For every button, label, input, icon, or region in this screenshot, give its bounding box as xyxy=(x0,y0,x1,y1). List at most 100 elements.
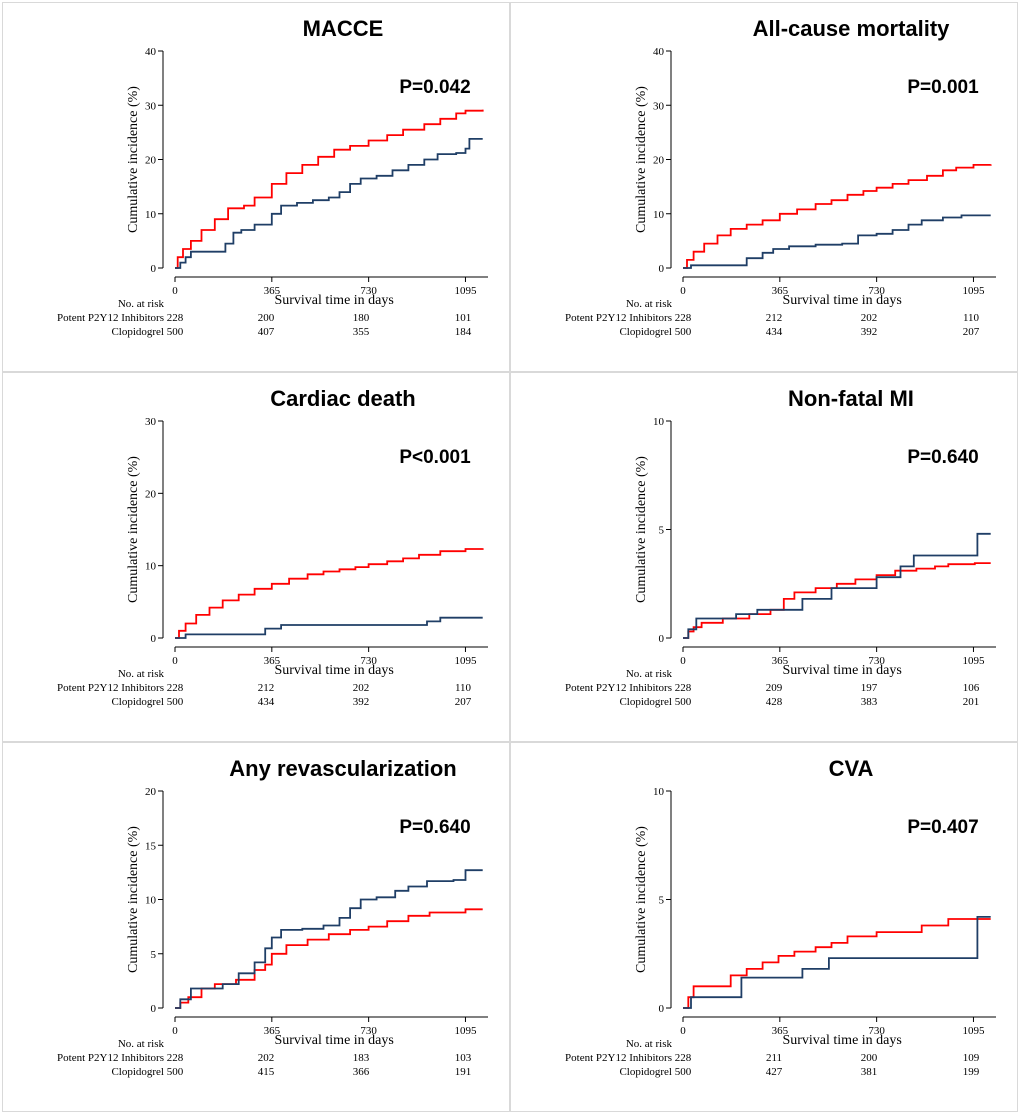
y-axis-title: Cumulative incidence (%) xyxy=(634,826,649,973)
potent-p2y12-curve xyxy=(175,548,484,639)
risk-row-label: Potent P2Y12 Inhibitors xyxy=(565,1052,672,1064)
y-tick-label: 0 xyxy=(659,1003,665,1015)
km-chart-svg: All-cause mortality P=0.001 0 10 20 30 40 Cumul… xyxy=(565,16,996,338)
y-tick-label: 0 xyxy=(659,263,665,275)
x-tick-label: 365 xyxy=(264,285,281,297)
risk-value: 228 xyxy=(167,682,184,694)
risk-value: 183 xyxy=(353,1052,370,1064)
risk-table-header: No. at risk xyxy=(118,1038,165,1050)
risk-value: 415 xyxy=(258,1066,275,1078)
x-axis-title: Survival time in days xyxy=(274,663,393,678)
risk-value: 392 xyxy=(353,696,370,708)
x-tick-label: 0 xyxy=(680,285,686,297)
risk-value: 202 xyxy=(861,312,878,324)
risk-value: 500 xyxy=(167,696,184,708)
risk-value: 228 xyxy=(675,312,692,324)
chart-title: Cardiac death xyxy=(270,386,416,411)
x-tick-label: 365 xyxy=(772,655,789,667)
risk-value: 207 xyxy=(455,696,472,708)
y-axis-title: Cumulative incidence (%) xyxy=(126,826,141,973)
risk-value: 197 xyxy=(861,682,878,694)
risk-value: 500 xyxy=(167,326,184,338)
km-panel-3: Cardiac death P<0.001 0 10 20 30 Cumulative in… xyxy=(2,372,510,742)
risk-value: 184 xyxy=(455,326,472,338)
risk-value: 228 xyxy=(675,682,692,694)
x-tick-label: 365 xyxy=(772,285,789,297)
y-tick-label: 10 xyxy=(653,416,665,428)
p-value-label: P=0.640 xyxy=(399,817,470,838)
km-chart-svg: CVA P=0.407 0 5 10 Cumulative incidence (%) 0 3… xyxy=(565,756,996,1078)
x-axis-title: Survival time in days xyxy=(274,293,393,308)
x-tick-label: 730 xyxy=(360,1025,377,1037)
x-tick-label: 365 xyxy=(264,655,281,667)
risk-row-label: Clopidogrel xyxy=(619,696,672,708)
y-axis-title: Cumulative incidence (%) xyxy=(634,456,649,603)
risk-value: 392 xyxy=(861,326,878,338)
p-value-label: P=0.640 xyxy=(907,447,978,468)
y-tick-label: 20 xyxy=(145,786,157,798)
x-tick-label: 0 xyxy=(680,1025,686,1037)
y-tick-label: 0 xyxy=(151,633,157,645)
km-chart-svg: Non-fatal MI P=0.640 0 5 10 Cumulative incide… xyxy=(565,386,996,708)
y-tick-label: 20 xyxy=(145,488,157,500)
x-tick-label: 730 xyxy=(868,655,885,667)
risk-value: 202 xyxy=(258,1052,275,1064)
risk-value: 109 xyxy=(963,1052,980,1064)
risk-row-label: Potent P2Y12 Inhibitors xyxy=(57,1052,164,1064)
km-panel-6: CVA P=0.407 0 5 10 Cumulative incidence (%) 0 3… xyxy=(510,742,1018,1112)
y-tick-label: 5 xyxy=(151,949,157,961)
y-tick-label: 0 xyxy=(151,263,157,275)
risk-row-label: Potent P2Y12 Inhibitors xyxy=(565,682,672,694)
y-tick-label: 10 xyxy=(145,209,157,221)
x-tick-label: 1095 xyxy=(454,1025,477,1037)
risk-value: 211 xyxy=(766,1052,782,1064)
chart-title: MACCE xyxy=(303,16,384,41)
risk-value: 228 xyxy=(675,1052,692,1064)
p-value-label: P=0.001 xyxy=(907,77,979,98)
x-tick-label: 1095 xyxy=(962,655,985,667)
risk-value: 383 xyxy=(861,696,878,708)
potent-p2y12-curve xyxy=(683,164,992,269)
y-tick-label: 10 xyxy=(145,561,157,573)
risk-value: 110 xyxy=(455,682,472,694)
x-axis-title: Survival time in days xyxy=(274,1033,393,1048)
risk-value: 199 xyxy=(963,1066,980,1078)
risk-row-label: Potent P2Y12 Inhibitors xyxy=(565,312,672,324)
risk-value: 201 xyxy=(963,696,980,708)
risk-table-header: No. at risk xyxy=(626,1038,673,1050)
risk-row-label: Potent P2Y12 Inhibitors xyxy=(57,312,164,324)
x-tick-label: 730 xyxy=(360,655,377,667)
risk-value: 500 xyxy=(675,326,692,338)
risk-table-header: No. at risk xyxy=(118,668,165,680)
x-tick-label: 730 xyxy=(868,1025,885,1037)
risk-value: 212 xyxy=(766,312,783,324)
risk-value: 207 xyxy=(963,326,980,338)
risk-value: 428 xyxy=(766,696,783,708)
km-panel-1: MACCE P=0.042 0 10 20 30 40 Cumulative incidenc… xyxy=(2,2,510,372)
risk-row-label: Clopidogrel xyxy=(111,696,164,708)
y-tick-label: 0 xyxy=(151,1003,157,1015)
risk-value: 355 xyxy=(353,326,370,338)
risk-value: 200 xyxy=(258,312,275,324)
p-value-label: P<0.001 xyxy=(399,447,471,468)
y-tick-label: 10 xyxy=(145,895,157,907)
y-tick-label: 20 xyxy=(145,155,157,167)
risk-value: 427 xyxy=(766,1066,783,1078)
risk-value: 209 xyxy=(766,682,783,694)
x-tick-label: 365 xyxy=(772,1025,789,1037)
risk-value: 202 xyxy=(353,682,370,694)
clopidogrel-curve xyxy=(683,214,991,269)
risk-value: 103 xyxy=(455,1052,472,1064)
risk-value: 228 xyxy=(167,312,184,324)
x-tick-label: 730 xyxy=(868,285,885,297)
risk-table-header: No. at risk xyxy=(626,298,673,310)
x-axis-title: Survival time in days xyxy=(782,293,901,308)
x-tick-label: 1095 xyxy=(454,655,477,667)
x-axis-title: Survival time in days xyxy=(782,663,901,678)
y-tick-label: 10 xyxy=(653,786,665,798)
risk-value: 180 xyxy=(353,312,370,324)
risk-value: 366 xyxy=(353,1066,370,1078)
risk-value: 228 xyxy=(167,1052,184,1064)
risk-table-header: No. at risk xyxy=(626,668,673,680)
